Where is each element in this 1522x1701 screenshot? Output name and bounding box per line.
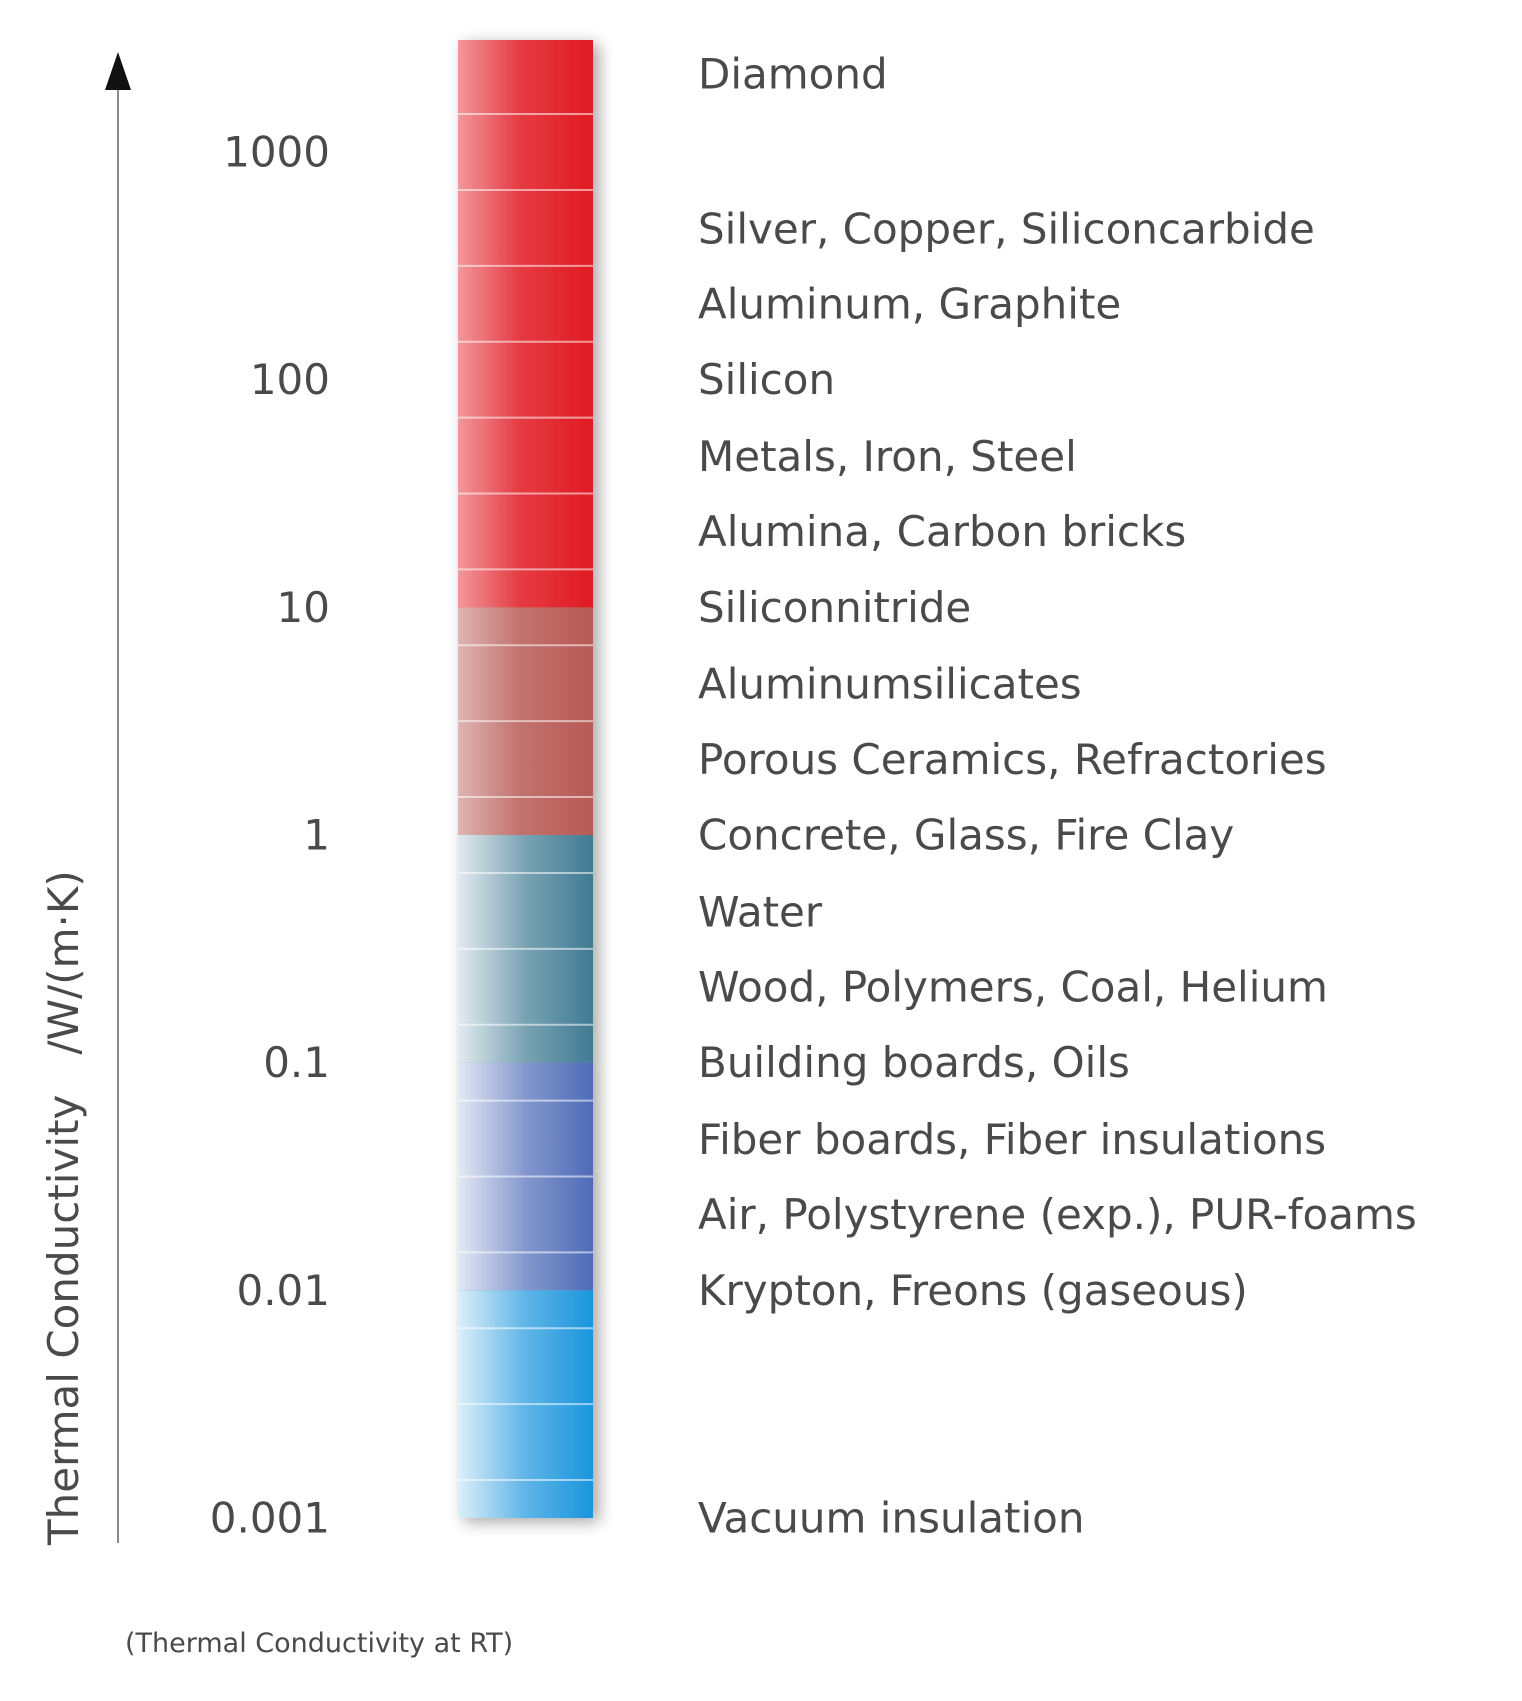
- material-label: Krypton, Freons (gaseous): [698, 1266, 1248, 1315]
- y-tick-label: 0.1: [263, 1038, 330, 1087]
- y-tick-labels: 1000 100 10 1 0.1 0.01 0.001: [210, 128, 330, 1543]
- y-tick-label: 1: [303, 811, 330, 860]
- material-label: Air, Polystyrene (exp.), PUR-foams: [698, 1190, 1417, 1239]
- chart-caption: (Thermal Conductivity at RT): [125, 1628, 513, 1659]
- y-tick-label: 100: [250, 355, 330, 404]
- y-tick-label: 1000: [223, 128, 330, 177]
- color-scale-bar: [458, 40, 593, 1518]
- material-label: Diamond: [698, 50, 888, 99]
- material-label: Fiber boards, Fiber insulations: [698, 1115, 1326, 1164]
- material-label: Metals, Iron, Steel: [698, 432, 1077, 481]
- y-axis-arrowhead: [105, 52, 131, 90]
- material-labels: Diamond Silver, Copper, Siliconcarbide Alu…: [698, 50, 1417, 1543]
- y-tick-label: 0.01: [236, 1266, 330, 1315]
- material-label: Porous Ceramics, Refractories: [698, 735, 1327, 784]
- material-label: Siliconnitride: [698, 583, 971, 632]
- y-axis-title: Thermal Conductivity /W/(m·K): [39, 870, 88, 1546]
- band-dividers: [458, 113, 593, 1482]
- material-label: Vacuum insulation: [698, 1494, 1084, 1543]
- color-band-red-high: [458, 40, 593, 835]
- material-label: Alumina, Carbon bricks: [698, 507, 1186, 556]
- y-tick-label: 10: [277, 583, 330, 632]
- material-label: Silicon: [698, 355, 835, 404]
- material-label: Wood, Polymers, Coal, Helium: [698, 962, 1328, 1011]
- material-label: Building boards, Oils: [698, 1038, 1130, 1087]
- material-label: Silver, Copper, Siliconcarbide: [698, 204, 1315, 253]
- material-label: Concrete, Glass, Fire Clay: [698, 811, 1234, 860]
- material-label: Aluminum, Graphite: [698, 279, 1121, 328]
- material-label: Aluminumsilicates: [698, 660, 1082, 709]
- material-label: Water: [698, 887, 823, 936]
- y-tick-label: 0.001: [210, 1494, 330, 1543]
